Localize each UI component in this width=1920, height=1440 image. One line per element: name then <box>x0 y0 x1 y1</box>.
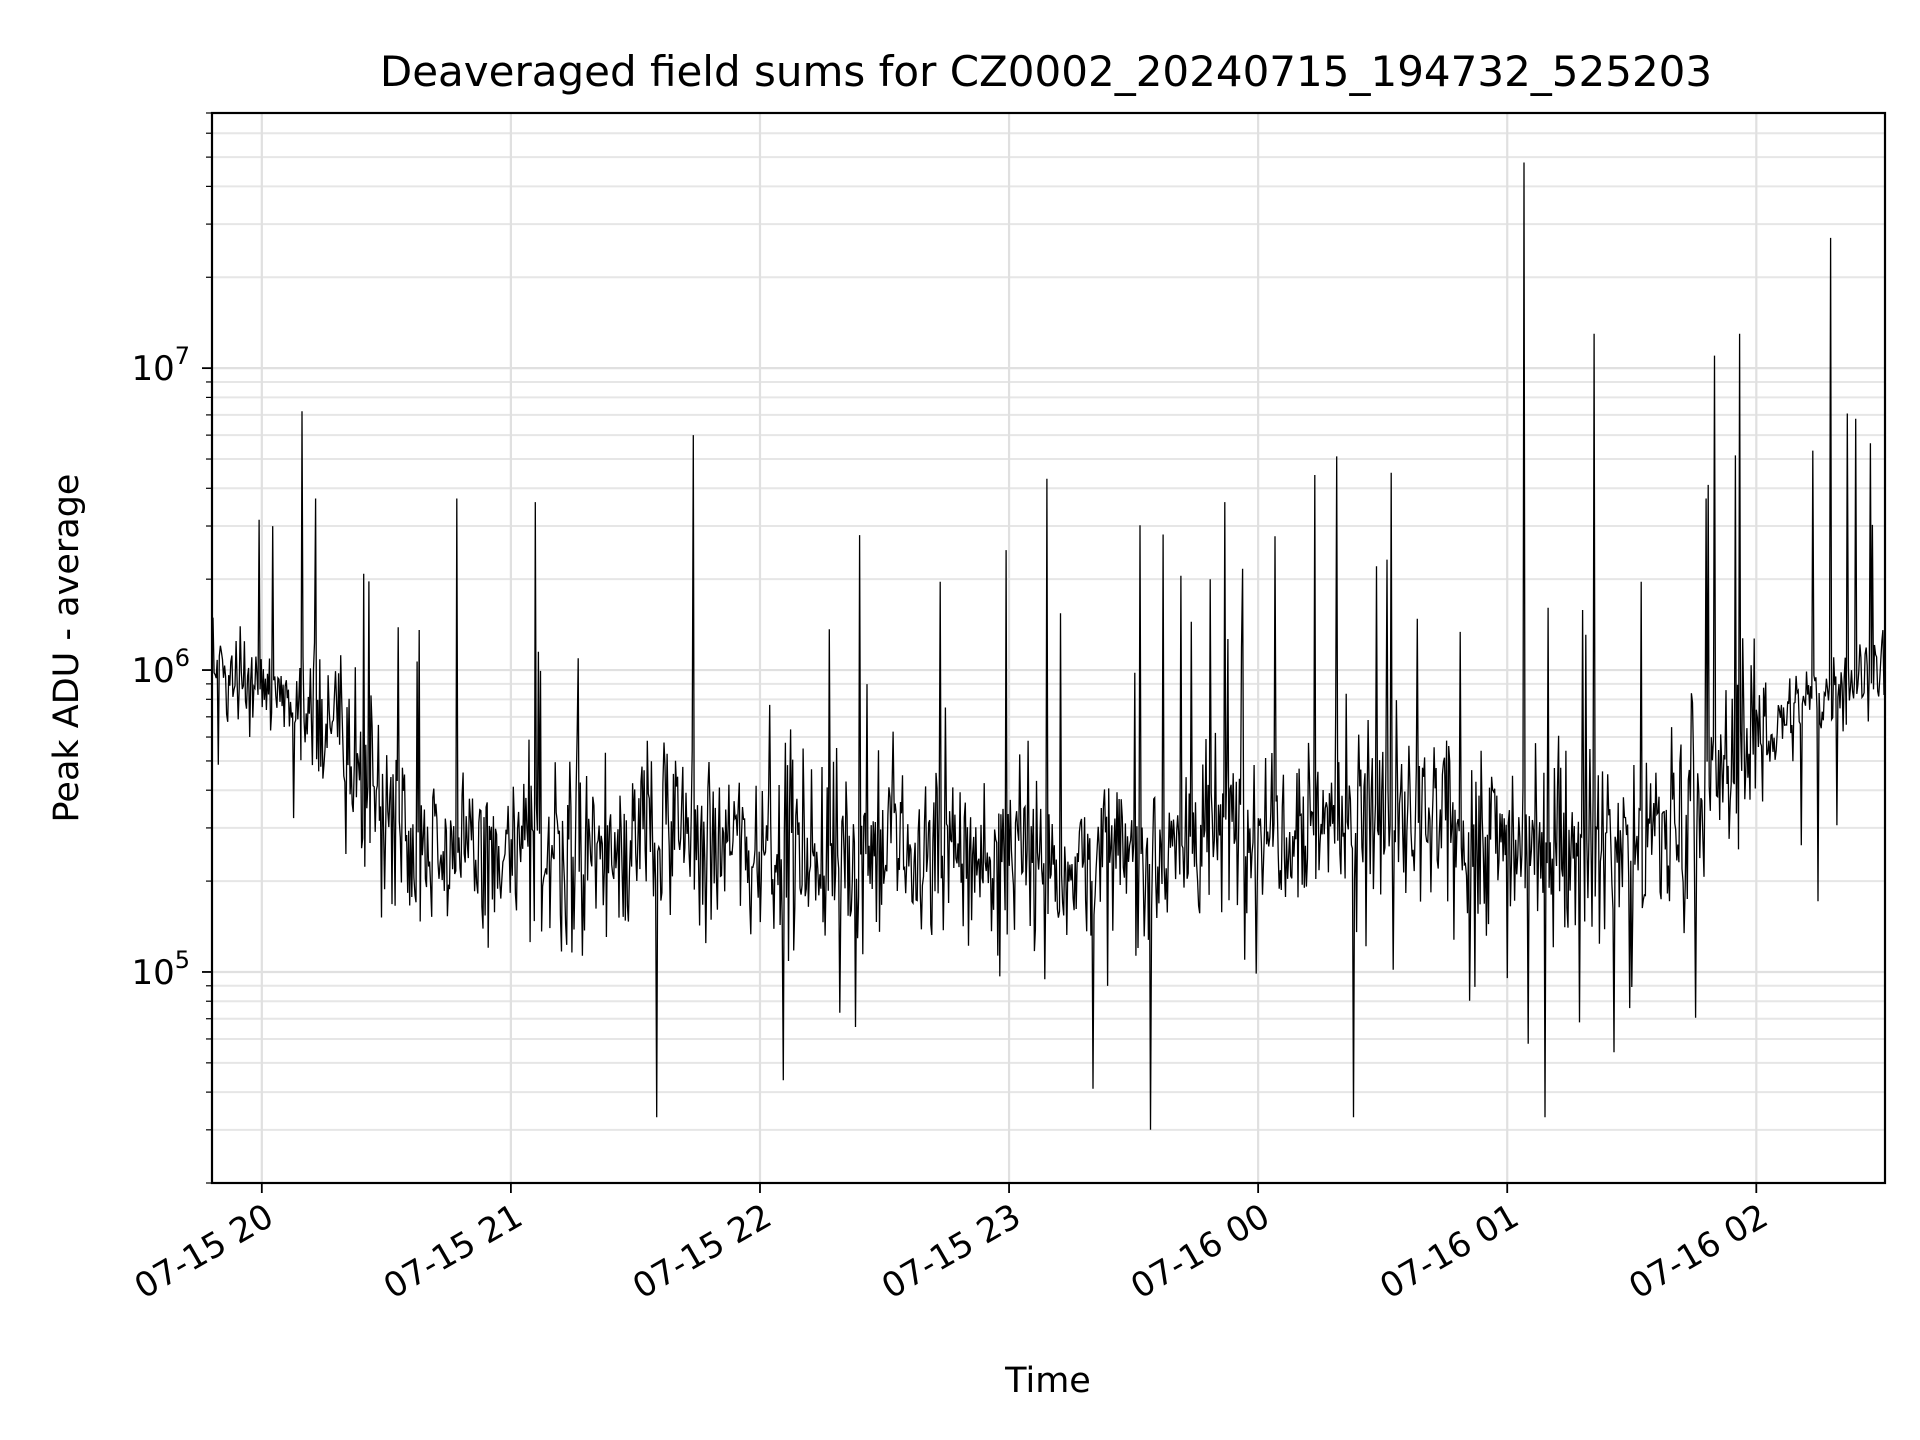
x-tick-label: 07-16 02 <box>1622 1196 1774 1307</box>
y-tick-label: 107 <box>131 342 190 389</box>
series-line <box>211 162 1886 1130</box>
series-group <box>211 162 1886 1130</box>
x-tick-label: 07-15 23 <box>875 1196 1027 1307</box>
y-axis-label: Peak ADU - average <box>47 474 87 823</box>
grid <box>212 112 1885 1184</box>
x-axis: 07-15 20 07-15 21 07-15 22 07-15 23 07-16 00… <box>128 1183 1775 1307</box>
x-tick-label: 07-16 00 <box>1124 1196 1276 1307</box>
y-axis: 105 106 107 <box>131 112 212 1184</box>
x-tick-label: 07-15 20 <box>128 1196 280 1307</box>
y-tick-label: 105 <box>131 946 190 993</box>
plot-frame <box>210 111 1887 1185</box>
x-tick-label: 07-15 21 <box>377 1196 529 1307</box>
x-tick-label: 07-15 22 <box>626 1196 778 1307</box>
x-axis-label: Time <box>1004 1361 1091 1401</box>
x-tick-label: 07-16 01 <box>1373 1196 1525 1307</box>
chart-title: Deaveraged field sums for CZ0002_2024071… <box>380 47 1712 96</box>
y-tick-label: 106 <box>131 644 190 691</box>
